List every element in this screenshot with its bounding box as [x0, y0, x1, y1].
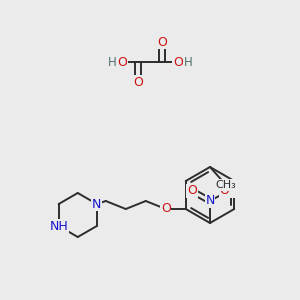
Text: O: O: [157, 35, 167, 49]
Text: O: O: [133, 76, 143, 88]
Text: N: N: [92, 197, 101, 211]
Text: CH₃: CH₃: [216, 180, 236, 190]
Text: O: O: [161, 202, 171, 215]
Text: NH: NH: [49, 220, 68, 232]
Text: N: N: [205, 194, 215, 208]
Text: O: O: [173, 56, 183, 68]
Text: O⁻: O⁻: [220, 184, 236, 197]
Text: H: H: [184, 56, 192, 68]
Text: O: O: [187, 184, 197, 197]
Text: O: O: [117, 56, 127, 68]
Text: H: H: [108, 56, 116, 68]
